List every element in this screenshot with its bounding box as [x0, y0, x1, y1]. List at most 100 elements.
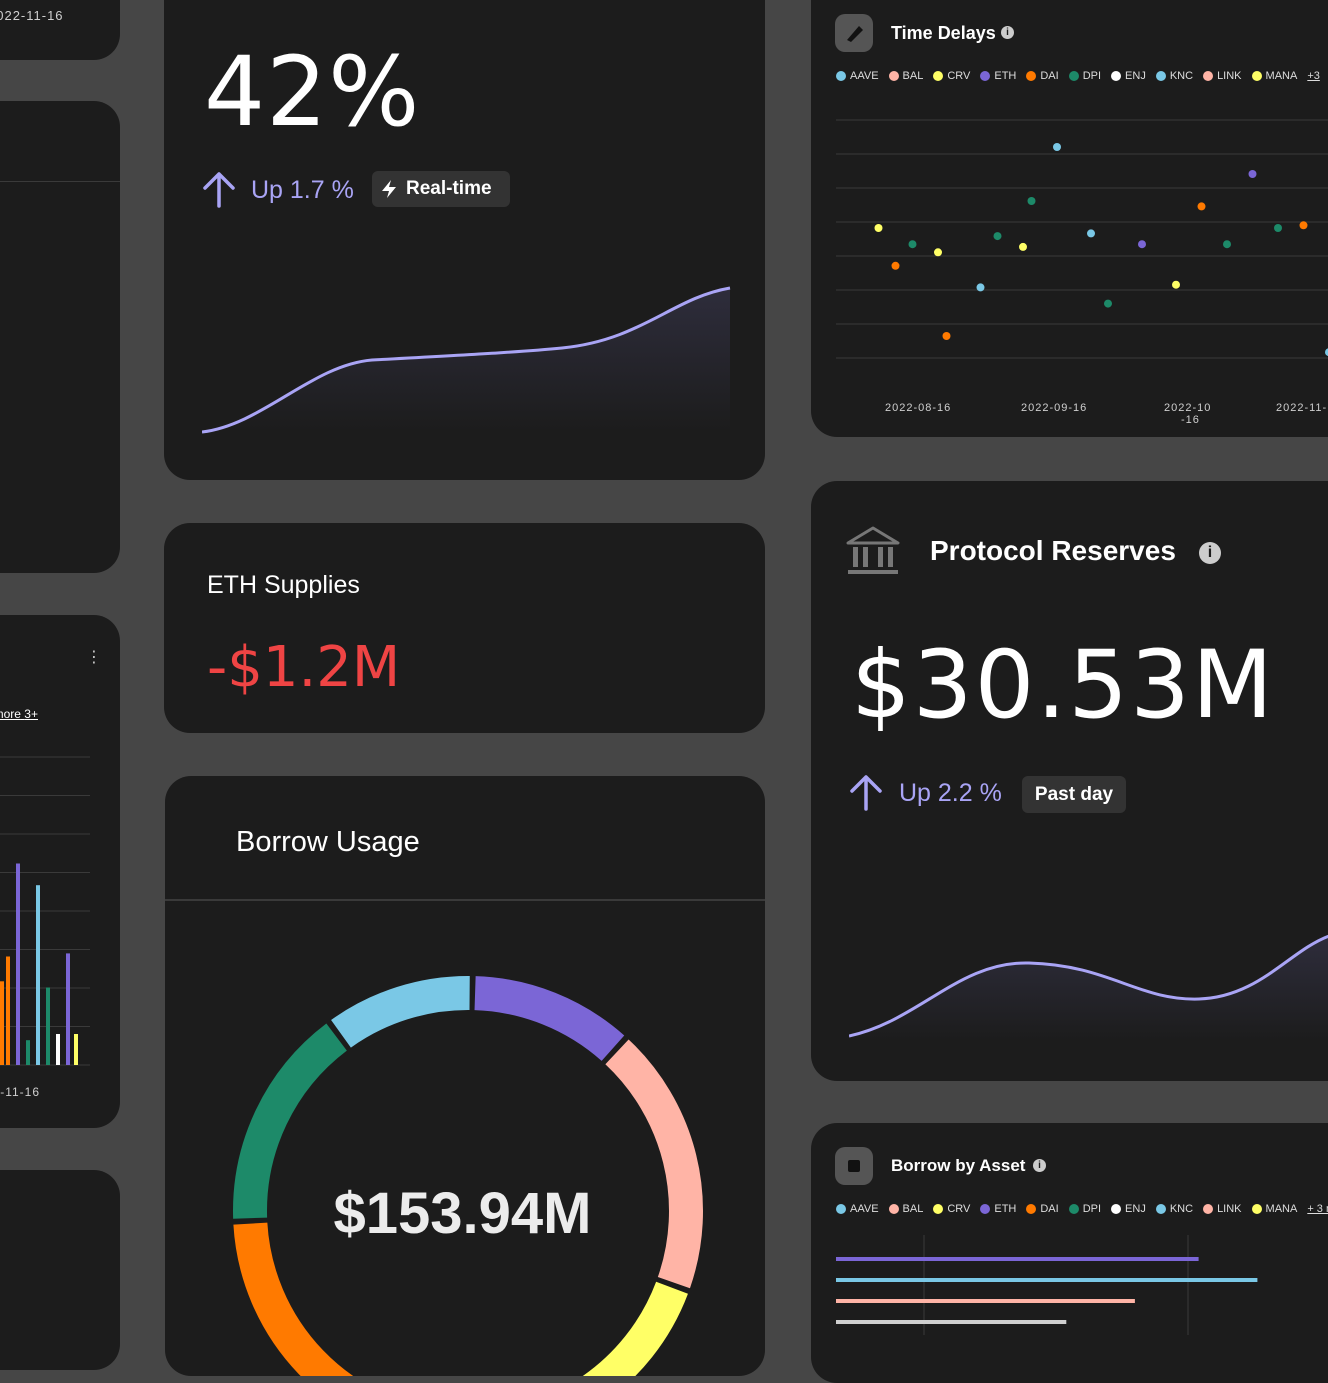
legend-dot-icon [1203, 1204, 1214, 1214]
bar [6, 956, 10, 1065]
legend-item[interactable]: ETH [980, 70, 1016, 82]
divider [165, 899, 765, 901]
legend-item[interactable]: DPI [1068, 1203, 1101, 1215]
legend-item[interactable]: ENJ [1111, 1203, 1146, 1215]
badge-label: Real-time [406, 178, 492, 199]
bar [836, 1278, 1258, 1282]
legend-dot-icon [1155, 71, 1166, 81]
change-text: Up 2.2 % [899, 779, 1002, 807]
legend-label: DPI [1082, 70, 1102, 82]
bar [26, 1040, 30, 1065]
legend-item[interactable]: MANA [1251, 1203, 1297, 1215]
legend-dot-icon [888, 71, 899, 81]
x-label: -16 [1181, 414, 1200, 426]
legend-dot-icon [888, 1204, 899, 1214]
legend-more-link[interactable]: +3 [1307, 70, 1320, 82]
sparkline-chart [849, 934, 1328, 1041]
scatter-point [976, 283, 985, 292]
legend-label: LINK [1217, 1203, 1242, 1215]
legend-dot-icon [1068, 71, 1079, 81]
change-text: Up 1.7 % [251, 176, 354, 204]
more-series-link[interactable]: +3 more [0, 707, 38, 721]
legend-dot-icon [1068, 1204, 1079, 1214]
legend-item[interactable]: AAVE [836, 1203, 879, 1215]
legend-label: AAVE [850, 70, 879, 82]
legend-item[interactable]: BAL [888, 70, 923, 82]
legend-item[interactable]: AAVE [836, 70, 879, 82]
scatter-point [1138, 240, 1146, 249]
legend-label: BAL [902, 1203, 924, 1215]
sparkline-chart [202, 286, 731, 434]
legend-label: CRV [947, 70, 971, 82]
card-title: Borrow by Asset [891, 1156, 1026, 1175]
legend-item[interactable]: LINK [1203, 1203, 1242, 1215]
donut-chart [233, 976, 703, 1376]
scatter-point [1019, 242, 1027, 251]
legend: AAVE BAL CRV ETH DAI DPI ENJ KNC LINK MANA + 3 mo [836, 1203, 1328, 1215]
donut-segment [605, 1039, 703, 1289]
legend-item[interactable]: DPI [1068, 70, 1102, 82]
legend-dot-icon [1111, 71, 1122, 81]
info-icon[interactable]: i [1001, 26, 1014, 39]
scatter-point [1325, 348, 1328, 357]
bar [74, 1034, 78, 1065]
info-icon[interactable]: i [1199, 542, 1221, 564]
legend-item[interactable]: DAI [1026, 1203, 1059, 1215]
legend-item[interactable]: DAI [1026, 70, 1059, 82]
date-label: 2022-11-16 [0, 8, 64, 23]
scatter-chart [836, 119, 1328, 359]
scatter-point [1053, 143, 1061, 151]
legend-item[interactable]: ENJ [1111, 70, 1146, 82]
legend-item[interactable]: CRV [933, 70, 970, 82]
scatter-point [1223, 240, 1231, 249]
legend-item[interactable]: KNC [1155, 70, 1194, 82]
legend-item[interactable]: KNC [1155, 1203, 1193, 1215]
legend-item[interactable]: CRV [933, 1203, 970, 1215]
bar [46, 987, 50, 1065]
bank-icon [846, 526, 900, 574]
legend-dot-icon [1251, 71, 1262, 81]
legend-item[interactable]: BAL [888, 1203, 924, 1215]
x-label: 2022-10 [1164, 402, 1212, 414]
x-label: 2022-09-16 [1021, 402, 1088, 414]
scatter-point [934, 248, 942, 257]
legend-label: DAI [1040, 70, 1059, 82]
legend-label: DAI [1040, 1203, 1059, 1215]
reserves-value: $30.53M [851, 631, 1276, 740]
bar [0, 981, 4, 1065]
card-title: Borrow Usage [236, 826, 420, 858]
legend-label: ENJ [1125, 70, 1146, 82]
legend-dot-icon [933, 1204, 944, 1214]
left-mid-card [0, 101, 120, 573]
legend-label: LINK [1217, 70, 1242, 82]
legend-label: AAVE [850, 1203, 879, 1215]
up-arrow-icon [850, 775, 882, 811]
scatter-point [1274, 224, 1282, 232]
legend-more-link[interactable]: + 3 mo [1307, 1203, 1328, 1215]
eth-supplies-value: -$1.2M [207, 635, 401, 700]
legend-dot-icon [1026, 71, 1037, 81]
legend-label: CRV [947, 1203, 971, 1215]
legend-item[interactable]: ETH [980, 1203, 1016, 1215]
legend-dot-icon [1203, 71, 1214, 81]
borrow-usage-card: Borrow Usage $153.94M [165, 776, 765, 1376]
legend-item[interactable]: MANA [1251, 70, 1297, 82]
kebab-menu-icon[interactable]: ⋮ [86, 649, 102, 666]
bar [16, 863, 20, 1065]
lightning-icon [382, 180, 396, 198]
card-title: Protocol Reserves [930, 535, 1176, 566]
card-title: Time Delays [891, 23, 996, 43]
left-bottom-card [0, 1170, 120, 1370]
legend-dot-icon [1251, 1204, 1262, 1214]
scatter-point [993, 232, 1002, 241]
eth-supplies-card: ETH Supplies -$1.2M [164, 523, 765, 733]
legend: AAVE BAL CRV ETH DAI DPI ENJ KNC LINK MANA +3 [836, 70, 1320, 82]
legend-label: KNC [1169, 70, 1194, 82]
info-icon[interactable]: i [1033, 1159, 1046, 1172]
x-axis-label: 2022-11-16 [0, 1085, 40, 1099]
protocol-reserves-card: Protocol Reserves i $30.53M Up 2.2 % Pas… [811, 481, 1328, 1081]
up-arrow-icon [203, 172, 235, 208]
bar [66, 953, 70, 1065]
legend-item[interactable]: LINK [1203, 70, 1242, 82]
percent-value: 42% [204, 36, 421, 148]
